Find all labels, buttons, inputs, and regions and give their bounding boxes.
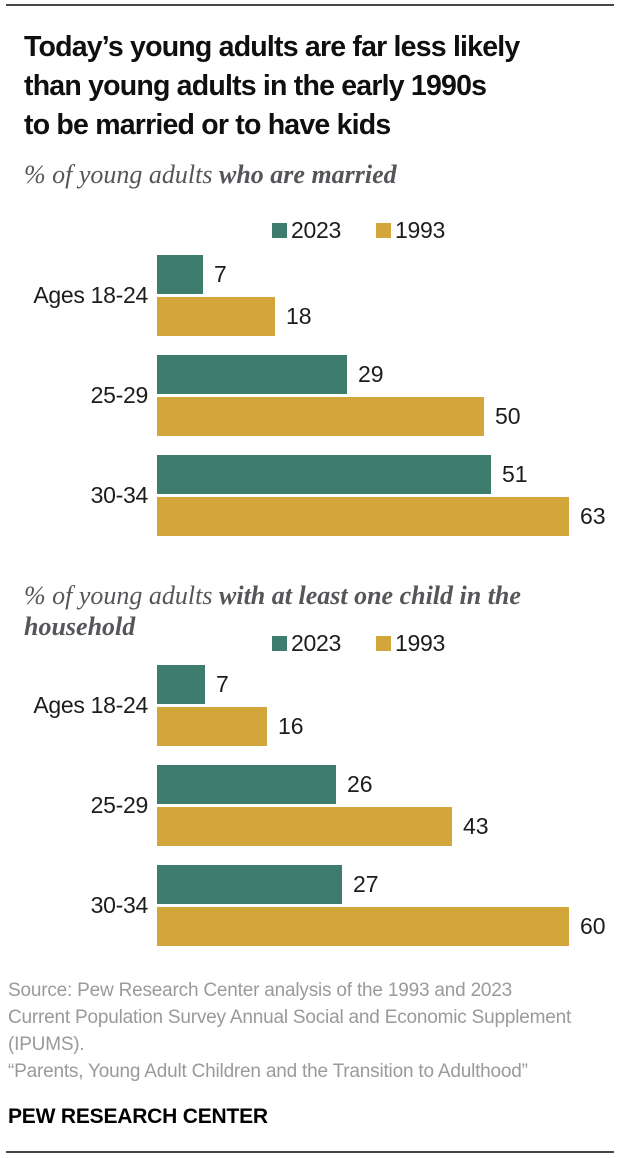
legend-label-1993: 1993 [394, 629, 445, 656]
legend-item-2023: 2023 [272, 217, 341, 244]
chart-section-children: % of young adults with at least one chil… [24, 580, 606, 946]
bar-row-2023: 26 [157, 765, 596, 804]
subtitle-prefix: % of young adults [24, 581, 219, 610]
bar-1993 [157, 497, 569, 536]
category-label: 25-29 [90, 792, 149, 818]
chart-section-married: % of young adults who are married 2023 19… [24, 159, 606, 536]
bar-2023 [157, 255, 203, 294]
page-title: Today’s young adults are far less likely… [24, 28, 596, 145]
bar-2023 [157, 455, 491, 494]
bar-row-2023: 7 [157, 665, 596, 704]
bar-row-2023: 51 [157, 455, 606, 494]
subtitle-emphasis: with at least one child in the household [24, 581, 521, 641]
content: Today’s young adults are far less likely… [0, 28, 620, 1128]
category-label: 30-34 [90, 482, 149, 508]
legend-item-2023: 2023 [272, 630, 341, 657]
bottom-rule [6, 1151, 614, 1153]
bar-stack: 26 43 [157, 765, 596, 846]
source-line: Current Population Survey Annual Social … [8, 1007, 572, 1028]
legend-swatch-1993 [375, 635, 391, 651]
bar-value-label: 7 [216, 671, 229, 697]
bar-stack: 7 16 [157, 665, 596, 746]
legend-children: 2023 1993 [272, 630, 596, 656]
bar-row-2023: 7 [157, 255, 596, 294]
bar-group: 25-29 29 50 [24, 355, 596, 436]
bar-2023 [157, 355, 347, 394]
bar-value-label: 18 [286, 303, 312, 329]
bar-value-label: 63 [580, 503, 606, 529]
bar-row-1993: 43 [157, 807, 596, 846]
category-label: 25-29 [90, 382, 149, 408]
legend-label-1993: 1993 [394, 216, 445, 243]
category-label: Ages 18-24 [33, 282, 148, 308]
bar-row-1993: 16 [157, 707, 596, 746]
legend-item-1993: 1993 [375, 216, 445, 244]
subtitle-emphasis: who are married [219, 160, 397, 189]
legend-married: 2023 1993 [272, 217, 596, 243]
bar-1993 [157, 297, 275, 336]
bar-2023 [157, 865, 342, 904]
bar-value-label: 29 [358, 361, 384, 387]
bar-group: 30-34 51 63 [24, 455, 606, 536]
bar-row-1993: 63 [157, 497, 606, 536]
bar-value-label: 27 [353, 871, 379, 897]
chart-subtitle-married: % of young adults who are married [24, 159, 596, 190]
legend-label-2023: 2023 [291, 629, 341, 656]
bar-chart-children: Ages 18-24 7 16 25-29 26 43 30-34 27 60 [24, 665, 606, 946]
report-title: “Parents, Young Adult Children and the T… [8, 1061, 528, 1082]
bar-group: Ages 18-24 7 16 [24, 665, 596, 746]
bar-group: 30-34 27 60 [24, 865, 606, 946]
bar-1993 [157, 397, 484, 436]
bar-group: Ages 18-24 7 18 [24, 255, 596, 336]
category-label: Ages 18-24 [33, 692, 148, 718]
bar-1993 [157, 907, 569, 946]
bar-row-1993: 50 [157, 397, 596, 436]
category-label: 30-34 [90, 892, 149, 918]
title-line-1: Today’s young adults are far less likely [24, 31, 520, 63]
bar-value-label: 43 [463, 813, 489, 839]
bar-value-label: 51 [502, 461, 528, 487]
source-line: (IPUMS). [8, 1034, 85, 1055]
legend-swatch-2023 [272, 222, 287, 238]
bar-row-2023: 27 [157, 865, 606, 904]
legend-swatch-1993 [375, 222, 391, 238]
title-line-2: than young adults in the early 1990s [24, 70, 487, 102]
footer: Source: Pew Research Center analysis of … [8, 977, 596, 1128]
brand-wordmark: PEW RESEARCH CENTER [8, 1105, 268, 1128]
top-rule [6, 4, 614, 6]
bar-value-label: 7 [214, 261, 227, 287]
bar-stack: 27 60 [157, 865, 606, 946]
source-line: Source: Pew Research Center analysis of … [8, 980, 513, 1001]
title-line-3: to be married or to have kids [24, 109, 391, 141]
bar-stack: 51 63 [157, 455, 606, 536]
bar-row-1993: 18 [157, 297, 596, 336]
bar-1993 [157, 807, 452, 846]
bar-value-label: 50 [495, 403, 521, 429]
bar-2023 [157, 665, 205, 704]
bar-stack: 29 50 [157, 355, 596, 436]
bar-row-1993: 60 [157, 907, 606, 946]
bar-row-2023: 29 [157, 355, 596, 394]
legend-item-1993: 1993 [375, 629, 445, 657]
subtitle-prefix: % of young adults [24, 160, 219, 189]
bar-value-label: 26 [347, 771, 373, 797]
bar-stack: 7 18 [157, 255, 596, 336]
legend-swatch-2023 [272, 635, 287, 651]
legend-label-2023: 2023 [291, 216, 341, 243]
chart-subtitle-children: % of young adults with at least one chil… [24, 580, 596, 642]
bar-value-label: 60 [580, 913, 606, 939]
bar-2023 [157, 765, 336, 804]
bar-chart-married: Ages 18-24 7 18 25-29 29 50 30-34 51 63 [24, 255, 606, 536]
bar-group: 25-29 26 43 [24, 765, 596, 846]
bar-1993 [157, 707, 267, 746]
bar-value-label: 16 [278, 713, 304, 739]
